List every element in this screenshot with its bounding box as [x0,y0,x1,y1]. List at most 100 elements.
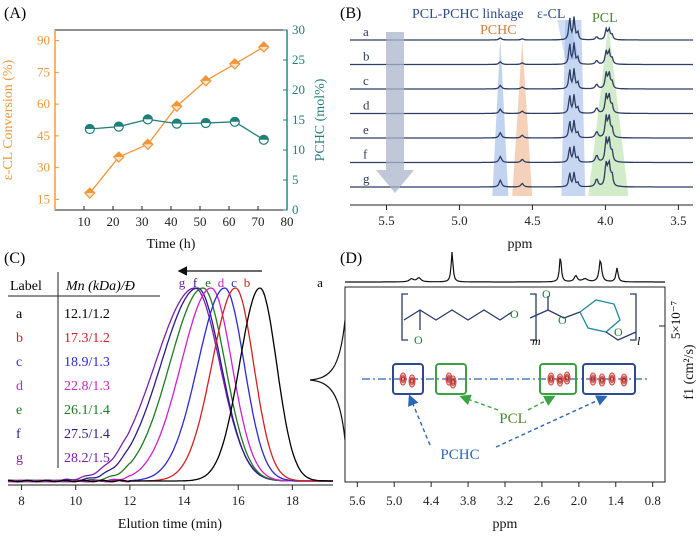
table-cell-label: a [16,307,23,322]
cross-peak [549,376,553,382]
subscript-l: l [637,334,641,348]
a-ytick-left-label: 15 [37,191,50,206]
pcl-arrow-1 [459,394,499,411]
panel-a-series [83,41,270,199]
trace-label: b [363,49,370,64]
cyclohexane-ring [579,299,621,333]
panel-d-ylabel: f1 (cm²/s) [682,344,697,399]
pchc-box-2 [582,363,636,395]
pchc-point-fill [230,117,240,122]
panel-d: (D) O O O O O m l PCL [309,250,697,532]
cross-peak [591,376,595,382]
cross-peak [598,373,606,387]
cross-peak [589,372,597,386]
chain-pcl [403,309,513,321]
atom-o-1: O [414,333,423,347]
nmr-trace [350,68,693,90]
table-header-mn: Mn (kDa)/Đ [65,279,135,294]
a-ytick-right-label: 0 [292,202,299,217]
conversion-point-fill [84,188,95,194]
cross-peak [590,374,596,384]
panel-d-label: (D) [340,250,362,267]
table-cell-label: c [16,355,22,370]
a-ytick-right-label: 5 [292,172,299,187]
a-ytick-right-label: 20 [292,82,305,97]
d-xtick-label: 5.0 [386,493,402,508]
panel-a-ylabel-left: ε-CL Conversion (%) [1,59,16,180]
trace-label: g [363,171,370,186]
pchc-point-fill [143,114,153,120]
cross-peak [565,375,569,381]
nmr-trace [350,136,693,164]
table-cell-label: e [16,403,22,418]
cross-peak [558,377,562,383]
bracket-right [630,293,637,341]
cross-peak [410,378,414,384]
cross-peak [547,372,555,386]
table-cell-label: b [16,331,23,346]
pchc-point-fill [201,118,211,123]
panel-d-xaxis: 5.6 5.0 4.4 3.8 3.2 2.6 2.0 1.4 0.8 [349,482,661,508]
peak-label-a: a [317,275,323,290]
peak-label-b: b [244,275,251,290]
atom-o-4: O [558,313,567,327]
panel-d-diffusion-projection [309,319,346,441]
d-xtick-label: 1.4 [608,493,625,508]
d-xtick-label: 2.0 [571,493,587,508]
panel-a-xlabel: Time (h) [147,237,196,252]
a-xtick-label: 40 [165,214,178,229]
a-ytick-right-label: 15 [292,112,305,127]
pchc-point-fill [259,135,269,140]
nmr-trace [350,114,693,139]
panel-a-ylabel-right: PCHC (mol%) [313,78,328,161]
c-xtick-label: 8 [18,493,25,508]
a-ytick-right-label: 30 [292,22,305,37]
cross-peak [621,375,627,385]
panel-b-shading [492,20,629,196]
peak-label-e: e [205,275,211,290]
a-xtick-label: 80 [281,214,294,229]
table-cell-value: 17.3/1.2 [64,331,110,346]
nmr-trace [350,92,693,115]
table-cell-value: 22.8/1.3 [64,379,110,394]
b-xtick-label: 4.0 [597,213,613,228]
peak-label-f: f [193,275,198,290]
c-xtick-label: 18 [286,493,299,508]
gpc-trace-c [7,287,333,483]
a-ytick-left-label: 45 [37,128,50,143]
table-header-label: Label [10,279,42,294]
cross-peak [620,373,628,387]
panel-d-xlabel: ppm [493,517,518,532]
cross-peak [610,376,614,382]
linkage-shade [492,38,509,196]
gpc-trace-d [8,287,333,483]
a-ytick-right-label: 10 [292,142,305,157]
conversion-point-fill [113,152,124,158]
panel-a-label: (A) [4,5,26,22]
pchc-shade [512,40,533,196]
a-ytick-left-label: 75 [37,64,50,79]
ecl-shade [561,20,586,196]
b-xtick-label: 5.5 [378,213,394,228]
nmr-trace [350,42,693,66]
c-xtick-label: 12 [123,493,136,508]
cross-peak [450,377,456,387]
cross-peak [600,377,604,383]
bracket-left [401,293,408,341]
panel-d-ytick: 5×10⁻⁷ [668,301,683,339]
pchc-arrow-1 [408,394,431,446]
panel-d-1d-spectrum [345,252,665,283]
chemical-structure [401,293,637,341]
trace-label: c [363,73,369,88]
cross-peak [609,374,615,384]
pchc-point-fill [172,119,182,124]
panel-b-down-arrow [376,32,414,193]
bracket-mid [530,293,537,341]
panel-c-traces [7,287,333,483]
table-rows: a 12.1/1.2 b 17.3/1.2 c 18.9/1.3 d 22.8/1.3 e 26.… [16,307,110,466]
cross-peak [564,373,570,383]
cross-peak [399,372,407,386]
cross-peak [557,375,563,385]
panel-a-xaxis: 10 20 30 40 50 60 70 80 [78,206,294,229]
panel-a: (A) 10 20 30 40 50 60 70 80 15 30 45 60 75 90 0 5 10 15… [1,5,328,252]
